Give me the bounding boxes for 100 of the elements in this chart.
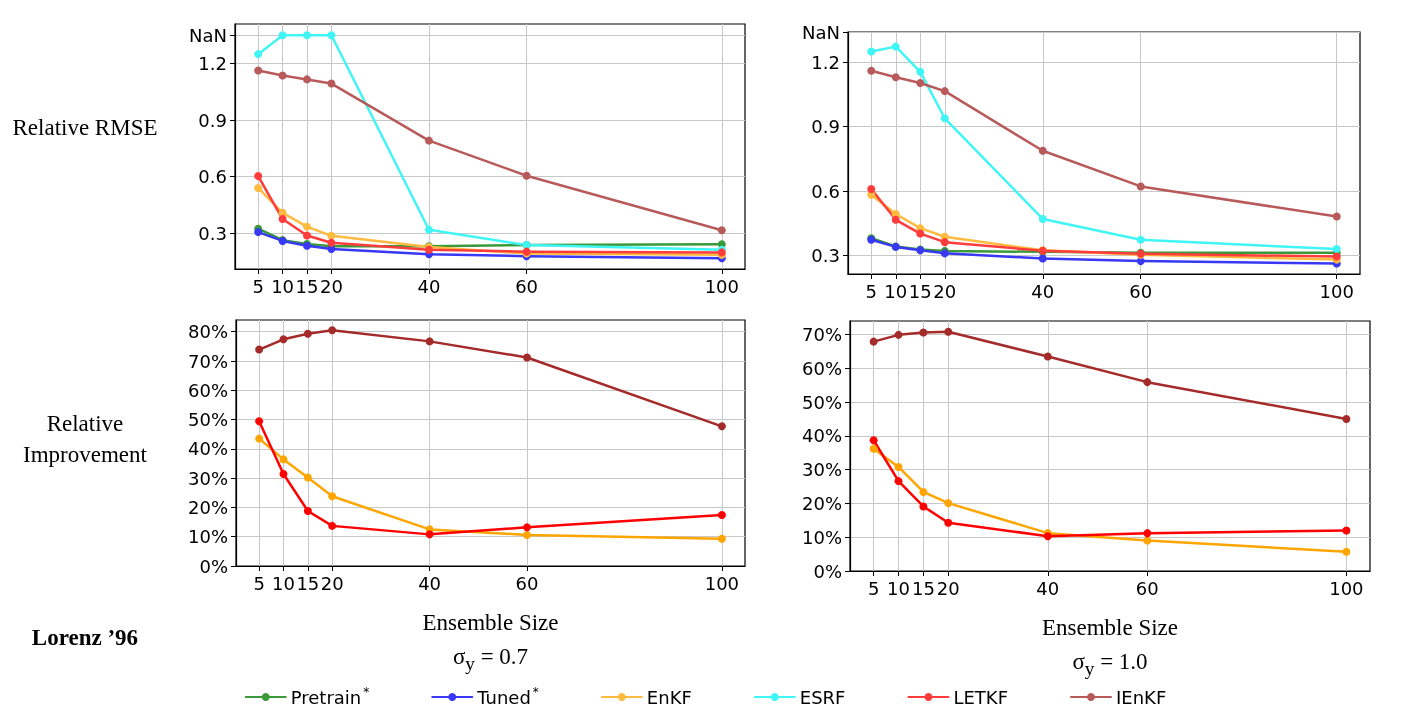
y-tick-label: 40% — [187, 438, 228, 460]
y-tick-label: 40% — [801, 425, 842, 447]
x-tick-label: 100 — [1319, 280, 1354, 302]
legend-label: ESRF — [799, 686, 846, 708]
point — [867, 185, 876, 194]
point — [1143, 536, 1152, 545]
y-tick-label: 30% — [187, 467, 228, 489]
y-tick-label: 0% — [813, 560, 842, 582]
point — [869, 436, 878, 445]
point — [869, 337, 878, 346]
point — [278, 215, 287, 224]
point — [940, 87, 949, 96]
x-tick-label: 15 — [295, 275, 319, 297]
point — [302, 75, 311, 84]
point — [522, 171, 531, 180]
point — [302, 231, 311, 240]
x-tick-label: 60 — [515, 275, 539, 297]
point — [894, 477, 903, 486]
point — [279, 335, 288, 344]
text: σ$_{y}$ = 1.0 — [1071, 648, 1149, 681]
y-tick-label: 50% — [187, 409, 228, 431]
point — [254, 172, 263, 181]
y-tick-label: 20% — [801, 492, 842, 514]
y-tick-label: 0.9 — [811, 116, 840, 138]
point — [919, 328, 928, 337]
point — [894, 330, 903, 339]
y-tick-label: 50% — [801, 391, 842, 413]
point — [254, 66, 263, 75]
y-tick-label: 70% — [187, 350, 228, 372]
x-tick-label: 100 — [704, 572, 740, 594]
y-tick-label: 80% — [187, 321, 228, 343]
x-tick-label: 5 — [865, 280, 877, 302]
point — [327, 231, 336, 240]
x-tick-label: 60 — [1129, 280, 1153, 302]
point — [425, 530, 434, 539]
point — [717, 226, 726, 235]
point — [940, 114, 949, 123]
y-tick-label: 70% — [801, 324, 842, 346]
point — [303, 329, 312, 338]
x-tick-label: 15 — [908, 280, 932, 302]
point — [303, 506, 312, 515]
point — [944, 327, 953, 336]
legend-label: Tuned* — [476, 685, 539, 708]
point — [302, 31, 311, 40]
x-tick-label: 60 — [515, 572, 539, 594]
y-tick-label: 1.2 — [811, 51, 840, 73]
point — [254, 183, 263, 192]
point — [1136, 182, 1145, 191]
y-tick-label: 30% — [801, 459, 842, 481]
point — [1038, 254, 1047, 263]
legend-label: EnKF — [646, 686, 692, 708]
point — [302, 222, 311, 231]
point — [891, 73, 900, 82]
point — [328, 492, 337, 501]
y-tick-label: 0.9 — [198, 109, 227, 131]
y-tick-label: 20% — [187, 496, 228, 518]
point — [1038, 214, 1047, 223]
x-tick-label: 15 — [296, 572, 320, 594]
point — [916, 78, 925, 87]
point — [1143, 378, 1152, 387]
x-tick-label: 20 — [933, 280, 957, 302]
point — [717, 422, 726, 431]
x-tick-label: 10 — [271, 275, 295, 297]
y-tick-label: NaN — [802, 21, 840, 43]
point — [891, 42, 900, 51]
x-tick-label: 20 — [319, 275, 343, 297]
point — [919, 502, 928, 511]
text: Lorenz ’96 — [30, 624, 140, 652]
point — [279, 470, 288, 479]
y-axis-title: Relative RMSE — [11, 113, 159, 142]
y-tick-label: 0% — [199, 555, 228, 577]
point — [867, 66, 876, 75]
x-tick-label: 100 — [704, 275, 739, 297]
point — [869, 444, 878, 453]
point — [1332, 212, 1341, 221]
y-tick-label: 0.3 — [811, 245, 840, 267]
point — [916, 67, 925, 76]
point — [919, 487, 928, 496]
x-tick-label: 5 — [867, 577, 880, 599]
legend-label: Pretrain* — [290, 685, 370, 708]
x-tick-label: 5 — [253, 572, 265, 594]
x-tick-label: 60 — [1135, 577, 1159, 599]
point — [279, 455, 288, 464]
point — [523, 353, 532, 362]
x-tick-label: 40 — [1036, 577, 1060, 599]
point — [327, 79, 336, 88]
point — [425, 225, 433, 234]
point — [328, 521, 337, 530]
y-tick-label: 60% — [801, 357, 842, 379]
x-tick-label: 40 — [1031, 280, 1055, 302]
x-tick-label: 10 — [272, 572, 295, 594]
y-tick-label: 0.3 — [198, 222, 227, 244]
point — [891, 215, 900, 224]
point — [1043, 352, 1052, 361]
point — [717, 534, 726, 543]
point — [303, 473, 312, 482]
point — [944, 518, 953, 527]
point — [1342, 547, 1351, 556]
y-tick-label: 1.2 — [198, 53, 227, 75]
text: σ$_{y}$ = 0.7 — [451, 643, 530, 676]
